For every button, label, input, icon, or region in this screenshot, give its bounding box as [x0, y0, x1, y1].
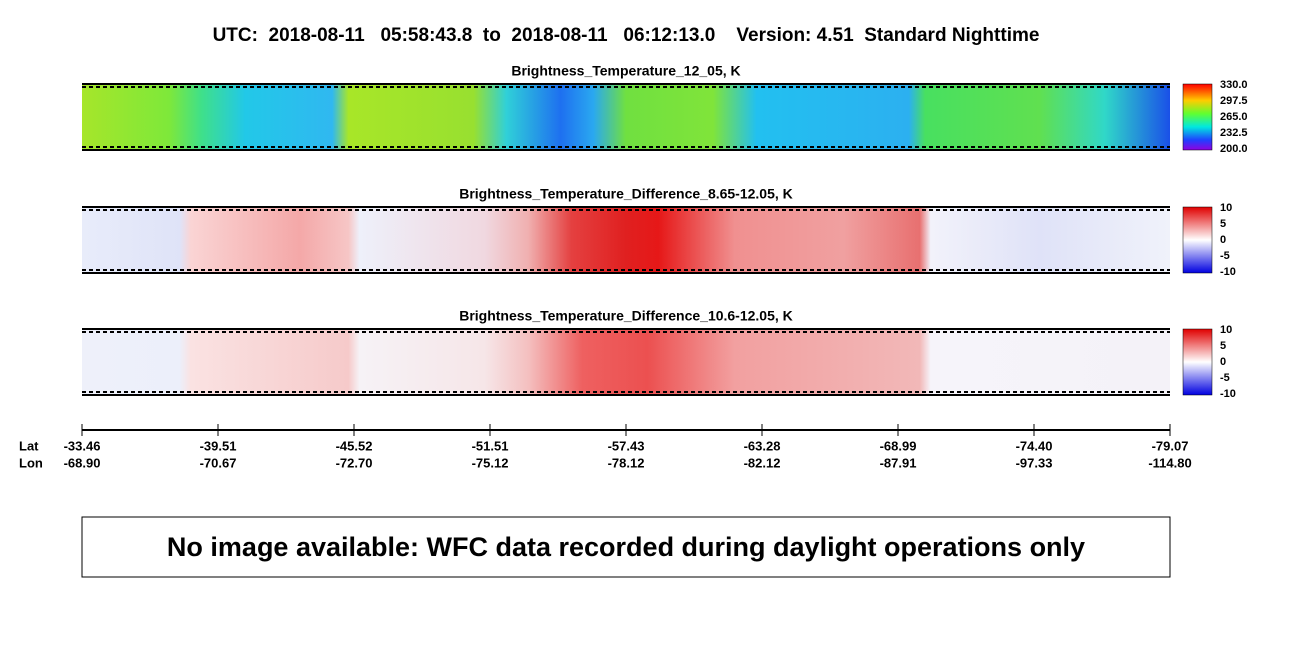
colorbar-label: 0: [1220, 356, 1226, 368]
lat-tick-label: -33.46: [64, 438, 101, 453]
panel-title: Brightness_Temperature_Difference_10.6-1…: [459, 308, 793, 324]
message-box: [81, 516, 1171, 578]
lat-label: Lat: [19, 438, 39, 453]
colorbar-label: -10: [1220, 388, 1236, 400]
image-strip: [82, 84, 1170, 150]
lat-tick-label: -68.99: [880, 438, 917, 453]
colorbar-label: 5: [1220, 340, 1226, 352]
colorbar-label: 232.5: [1220, 127, 1248, 139]
lat-tick-label: -79.07: [1152, 438, 1189, 453]
lat-tick-label: -74.40: [1016, 438, 1053, 453]
lon-tick-label: -87.91: [880, 455, 917, 470]
panel-title: Brightness_Temperature_Difference_8.65-1…: [459, 186, 793, 202]
panel: Brightness_Temperature_Difference_10.6-1…: [82, 308, 1236, 400]
colorbar-label: -5: [1220, 250, 1230, 262]
colorbar-label: -5: [1220, 372, 1230, 384]
lat-tick-label: -57.43: [608, 438, 645, 453]
lat-tick-label: -63.28: [744, 438, 781, 453]
colorbar-label: 0: [1220, 234, 1226, 246]
colorbar-label: 10: [1220, 324, 1232, 336]
panels: Brightness_Temperature_12_05, K 330.0 297.…: [82, 63, 1248, 400]
colorbar-label: 297.5: [1220, 95, 1248, 107]
lon-tick-label: -97.33: [1016, 455, 1053, 470]
lon-tick-label: -78.12: [608, 455, 645, 470]
lon-tick-label: -114.80: [1148, 455, 1191, 470]
colorbar-label: 200.0: [1220, 143, 1248, 155]
image-strip: [82, 207, 1170, 273]
lat-tick-label: -45.52: [336, 438, 373, 453]
image-strip: [82, 329, 1170, 395]
panel: Brightness_Temperature_12_05, K 330.0 297.…: [82, 63, 1248, 155]
page-title: UTC: 2018-08-11 05:58:43.8 to 2018-08-11…: [213, 25, 1040, 46]
colorbar: [1182, 206, 1213, 274]
lon-tick-label: -82.12: [744, 455, 781, 470]
colorbar-label: 5: [1220, 218, 1226, 230]
panel: Brightness_Temperature_Difference_8.65-1…: [82, 186, 1236, 278]
panel-title: Brightness_Temperature_12_05, K: [511, 63, 740, 79]
colorbar-label: 265.0: [1220, 111, 1248, 123]
lon-label: Lon: [19, 455, 43, 470]
lon-tick-label: -68.90: [64, 455, 101, 470]
message: No image available: WFC data recorded du…: [167, 532, 1085, 562]
lat-tick-label: -51.51: [472, 438, 509, 453]
colorbar: [1182, 328, 1213, 396]
lat-tick-label: -39.51: [200, 438, 237, 453]
colorbar: [1182, 83, 1213, 151]
geo-axis: Lat Lon -33.46 -68.90 -39.51 -70.67 -45.52 -7…: [19, 424, 1192, 470]
colorbar-label: 330.0: [1220, 79, 1248, 91]
colorbar-label: -10: [1220, 266, 1236, 278]
lon-tick-label: -72.70: [336, 455, 373, 470]
lon-tick-label: -75.12: [472, 455, 509, 470]
colorbar-label: 10: [1220, 202, 1232, 214]
lon-tick-label: -70.67: [200, 455, 237, 470]
